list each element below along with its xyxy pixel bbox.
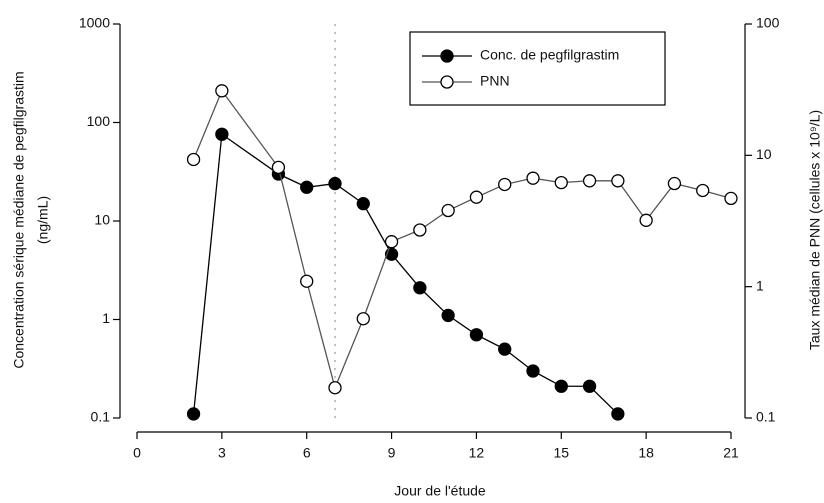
y2-tick-label: 100 [756, 15, 780, 31]
legend-label: Conc. de pegfilgrastim [480, 47, 619, 63]
y-axis-title: Concentration sérique médiane de pegfilg… [11, 71, 27, 368]
data-point [582, 379, 597, 393]
x-tick-label: 15 [553, 445, 569, 461]
data-point [526, 364, 540, 378]
data-point [611, 407, 625, 421]
series-line [192, 133, 619, 415]
x-tick-label: 12 [469, 445, 485, 461]
data-point [441, 308, 455, 323]
series-line [192, 89, 732, 390]
data-point [554, 175, 568, 190]
data-point [300, 180, 314, 194]
y2-tick-label: 10 [756, 146, 772, 162]
x-tick-label: 18 [638, 445, 654, 461]
x-tick-label: 6 [303, 445, 311, 461]
y-tick-label: 0.1 [91, 409, 111, 425]
data-point [582, 174, 597, 188]
y2-tick-label: 1 [756, 277, 764, 293]
y2-tick-label: 0.1 [756, 409, 776, 425]
data-point [498, 342, 512, 356]
y-tick-label: 10 [94, 212, 110, 228]
data-point [413, 223, 427, 237]
data-point [441, 203, 455, 218]
data-point [526, 171, 540, 185]
data-point [215, 84, 229, 98]
legend-box [409, 31, 666, 106]
data-point [186, 407, 201, 421]
data-point [469, 328, 484, 342]
data-point [667, 176, 682, 191]
legend-marker [440, 49, 454, 63]
data-point [554, 379, 568, 393]
data-point [724, 191, 738, 206]
data-point [356, 197, 370, 211]
y-axis-title: (ng/mL) [35, 196, 51, 244]
x-tick-label: 0 [133, 445, 141, 461]
data-point [328, 381, 342, 395]
data-point [413, 281, 427, 295]
data-point [696, 183, 710, 198]
data-point [639, 213, 653, 227]
x-axis-title: Jour de l'étude [394, 483, 486, 499]
data-point [356, 312, 370, 326]
data-point [300, 274, 314, 288]
legend-label: PNN [480, 73, 510, 89]
data-point [328, 176, 342, 191]
y-tick-label: 1 [102, 310, 110, 326]
y-tick-label: 1000 [79, 15, 110, 31]
y-tick-label: 100 [87, 113, 111, 129]
y2-axis-title: Taux médian de PNN (cellules x 10⁹/L) [807, 110, 823, 350]
data-point [384, 235, 399, 249]
data-point [498, 177, 512, 192]
data-point [271, 160, 286, 175]
x-tick-label: 21 [723, 445, 739, 461]
data-point [186, 152, 201, 167]
data-point [215, 127, 229, 141]
x-tick-label: 9 [388, 445, 396, 461]
x-tick-label: 3 [218, 445, 226, 461]
data-point [469, 190, 484, 204]
data-point [611, 174, 625, 188]
legend-marker [440, 75, 454, 89]
